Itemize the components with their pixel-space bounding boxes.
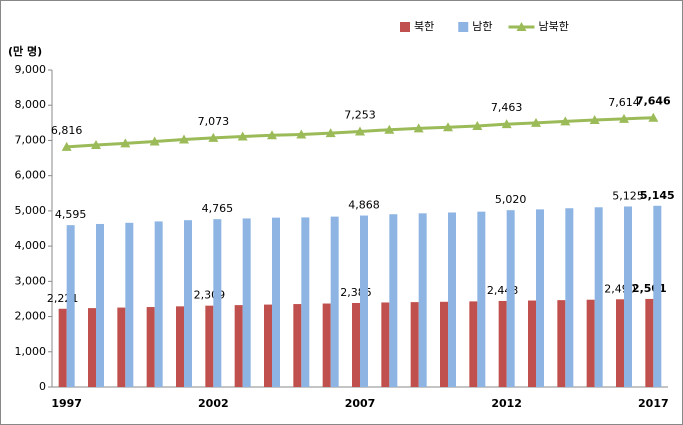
data-label: 4,765 xyxy=(202,202,234,215)
data-label: 5,020 xyxy=(495,193,527,206)
line-marker xyxy=(208,132,219,142)
y-tick-label: 0 xyxy=(39,380,46,393)
bar xyxy=(96,223,104,387)
line-marker xyxy=(237,131,248,141)
bar xyxy=(58,308,67,387)
line-marker xyxy=(589,115,600,125)
bar xyxy=(125,222,134,387)
bar xyxy=(616,299,624,387)
x-tick-label: 2007 xyxy=(345,397,376,410)
bar xyxy=(389,214,398,387)
bar xyxy=(293,304,302,387)
line-marker xyxy=(443,122,453,132)
line-marker xyxy=(179,134,189,144)
line-marker xyxy=(325,128,336,138)
y-tick-label: 1,000 xyxy=(15,345,47,358)
bar xyxy=(381,302,390,387)
bar xyxy=(440,301,448,387)
bar xyxy=(242,218,251,387)
line-marker xyxy=(648,112,659,122)
bar xyxy=(205,305,214,387)
y-tick-label: 4,000 xyxy=(15,239,47,252)
x-tick-label: 1997 xyxy=(51,397,82,410)
bar xyxy=(536,209,544,387)
data-label: 4,868 xyxy=(348,199,380,212)
bar xyxy=(66,225,75,387)
bar xyxy=(498,300,507,387)
data-label: 7,073 xyxy=(198,115,230,128)
legend-label: 남북한 xyxy=(539,20,569,33)
data-label: 2,501 xyxy=(632,282,667,295)
data-label: 7,614 xyxy=(608,96,640,109)
line-marker xyxy=(384,124,395,134)
y-axis-label: (만 명) xyxy=(8,44,42,58)
y-tick-label: 8,000 xyxy=(15,98,47,111)
bar xyxy=(184,220,192,387)
y-tick-label: 5,000 xyxy=(15,204,47,217)
bar xyxy=(176,306,184,387)
x-tick-label: 2017 xyxy=(638,397,669,410)
bar xyxy=(645,298,654,387)
legend-label: 남한 xyxy=(472,20,492,33)
line-marker xyxy=(560,116,571,126)
bar xyxy=(557,300,566,387)
bar xyxy=(117,307,126,387)
legend-swatch xyxy=(516,22,527,31)
bar xyxy=(469,301,478,387)
bar xyxy=(586,299,595,387)
x-tick-label: 2012 xyxy=(491,397,522,410)
bar xyxy=(330,216,339,387)
legend-label: 북한 xyxy=(414,20,434,33)
bar xyxy=(272,217,280,387)
bar xyxy=(146,307,155,387)
bar xyxy=(264,304,272,387)
bar xyxy=(234,305,243,387)
bar xyxy=(624,206,632,387)
line-marker xyxy=(61,141,72,151)
data-label: 7,253 xyxy=(344,109,376,122)
line-marker xyxy=(472,121,483,131)
y-tick-label: 7,000 xyxy=(15,133,47,146)
y-tick-label: 3,000 xyxy=(15,274,47,287)
bar xyxy=(565,208,574,387)
bar xyxy=(653,205,662,387)
line-marker xyxy=(91,140,101,150)
data-label: 5,145 xyxy=(640,189,675,202)
bar xyxy=(506,210,515,387)
bar xyxy=(477,211,486,387)
y-tick-label: 6,000 xyxy=(15,169,47,182)
line-marker xyxy=(531,117,541,127)
bar xyxy=(352,302,360,387)
line-marker xyxy=(267,130,277,140)
bar xyxy=(418,213,427,387)
bar xyxy=(528,300,536,387)
line-marker xyxy=(501,119,512,129)
bar xyxy=(88,308,96,387)
line-marker xyxy=(355,126,365,136)
data-label: 6,816 xyxy=(51,124,83,137)
bar xyxy=(448,212,456,387)
bar xyxy=(410,302,419,387)
bar xyxy=(360,215,368,387)
data-label: 7,463 xyxy=(491,101,523,114)
data-label: 4,595 xyxy=(55,208,87,221)
y-tick-label: 2,000 xyxy=(15,310,47,323)
bar xyxy=(301,217,310,387)
line-marker xyxy=(413,123,424,133)
data-label: 7,646 xyxy=(636,95,671,108)
line-marker xyxy=(619,113,629,123)
x-tick-label: 2002 xyxy=(198,397,229,410)
bar xyxy=(594,207,603,387)
line-marker xyxy=(120,138,131,148)
data-label: 5,125 xyxy=(612,189,644,202)
legend-swatch xyxy=(458,22,469,32)
bar xyxy=(322,303,331,387)
bar xyxy=(213,219,222,387)
bar xyxy=(154,221,163,387)
y-tick-label: 9,000 xyxy=(15,63,47,76)
line-marker xyxy=(149,136,160,146)
legend-swatch xyxy=(400,22,410,32)
line-marker xyxy=(296,129,307,139)
